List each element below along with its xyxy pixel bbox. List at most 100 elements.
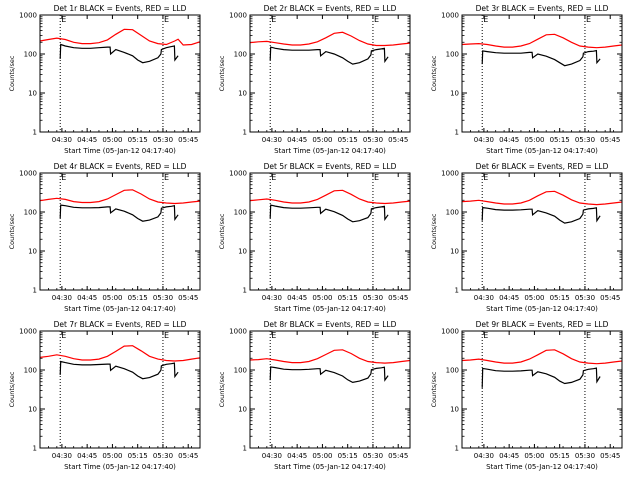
x-tick-label: 04:45 [287,294,307,302]
series-events-line [481,206,601,224]
x-tick-label: 05:45 [178,452,198,460]
x-tick-label: 05:45 [388,452,408,460]
event-marker-label: E [271,331,276,340]
x-tick-label: 05:00 [524,294,544,302]
plot-frame [249,172,411,291]
x-tick-label: 05:15 [128,452,148,460]
x-tick-label: 05:45 [178,136,198,144]
chart-panel-4: Det 4r BLACK = Events, RED = LLD Counts/s… [8,162,201,313]
x-tick-label: 04:30 [262,136,282,144]
chart-panel-6: Det 6r BLACK = Events, RED = LLD Counts/s… [430,162,623,313]
series-lld-line [39,189,201,205]
x-tick-label: 05:45 [178,294,198,302]
x-tick-label: 04:45 [499,294,519,302]
x-tick-label: 05:15 [338,136,358,144]
x-tick-label: 04:45 [499,136,519,144]
x-tick-label: 04:45 [77,136,97,144]
y-tick-label: 100 [446,51,459,59]
x-tick-label: 05:30 [153,136,173,144]
event-marker-label: E [164,15,169,24]
y-tick-label: 1 [455,129,459,137]
series-lld-line [249,189,411,205]
series-events-line [59,43,179,64]
plot-frame [461,14,623,133]
y-tick-label: 1 [243,287,247,295]
plot-frame [39,172,201,291]
x-tick-label: 05:00 [312,136,332,144]
x-tick-label: 05:45 [388,136,408,144]
y-tick-label: 1 [33,287,37,295]
chart-panel-9: Det 9r BLACK = Events, RED = LLD Counts/s… [430,320,623,471]
x-tick-label: 05:30 [575,452,595,460]
chart-panel-5: Det 5r BLACK = Events, RED = LLD Counts/s… [218,162,411,313]
x-tick-label: 05:00 [524,136,544,144]
chart-title: Det 6r BLACK = Events, RED = LLD [476,162,609,171]
x-axis-label: Start Time (05-Jan-12 04:17:40) [64,305,176,313]
x-tick-label: 05:00 [102,136,122,144]
x-tick-label: 05:15 [338,452,358,460]
plot-frame [461,330,623,449]
x-tick-label: 05:30 [363,136,383,144]
x-tick-label: 04:45 [77,452,97,460]
event-marker-label: E [483,173,488,182]
x-tick-label: 05:00 [312,294,332,302]
event-marker-label: E [61,173,66,182]
y-tick-label: 1 [243,129,247,137]
chart-title: Det 8r BLACK = Events, RED = LLD [264,320,397,329]
event-marker-label: E [586,173,591,182]
x-tick-label: 05:00 [312,452,332,460]
y-tick-label: 1 [33,445,37,453]
y-tick-label: 10 [450,406,459,414]
x-tick-label: 04:30 [52,294,72,302]
x-tick-label: 05:30 [153,294,173,302]
y-tick-label: 1000 [229,328,247,336]
series-events-line [269,46,389,65]
event-marker-label: E [586,331,591,340]
series-events-line [481,367,601,388]
event-marker-label: E [271,173,276,182]
y-axis-label: Counts/sec [218,55,226,91]
x-tick-label: 04:30 [52,452,72,460]
plot-frame [39,330,201,449]
chart-panel-1: Det 1r BLACK = Events, RED = LLD Counts/s… [8,4,201,155]
x-tick-label: 04:45 [287,136,307,144]
series-lld-line [461,190,623,206]
series-lld-line [249,349,411,364]
y-tick-label: 10 [238,90,247,98]
series-lld-line [461,33,623,49]
y-tick-label: 100 [234,209,247,217]
y-tick-label: 1000 [441,170,459,178]
y-tick-label: 10 [28,248,37,256]
event-marker-label: E [374,173,379,182]
y-tick-label: 100 [24,367,37,375]
plot-frame [249,14,411,133]
event-marker-label: E [374,331,379,340]
x-tick-label: 05:45 [600,294,620,302]
x-axis-label: Start Time (05-Jan-12 04:17:40) [486,305,598,313]
chart-panel-8: Det 8r BLACK = Events, RED = LLD Counts/s… [218,320,411,471]
series-events-line [481,49,601,67]
y-tick-label: 100 [24,51,37,59]
x-tick-label: 04:30 [262,452,282,460]
x-tick-label: 05:30 [575,136,595,144]
y-tick-label: 100 [234,51,247,59]
plot-frame [39,14,201,133]
y-tick-label: 1 [455,287,459,295]
event-marker-label: E [271,15,276,24]
y-tick-label: 1 [243,445,247,453]
y-tick-label: 1 [455,445,459,453]
y-tick-label: 100 [234,367,247,375]
y-tick-label: 1000 [229,170,247,178]
y-tick-label: 1000 [229,12,247,20]
plot-frame [249,330,411,449]
y-axis-label: Counts/sec [8,371,16,407]
y-tick-label: 1000 [19,12,37,20]
x-tick-label: 05:30 [575,294,595,302]
chart-panel-3: Det 3r BLACK = Events, RED = LLD Counts/s… [430,4,623,155]
y-axis-label: Counts/sec [430,55,438,91]
event-marker-label: E [483,15,488,24]
event-marker-label: E [164,173,169,182]
y-tick-label: 1000 [19,170,37,178]
series-lld-line [461,349,623,365]
